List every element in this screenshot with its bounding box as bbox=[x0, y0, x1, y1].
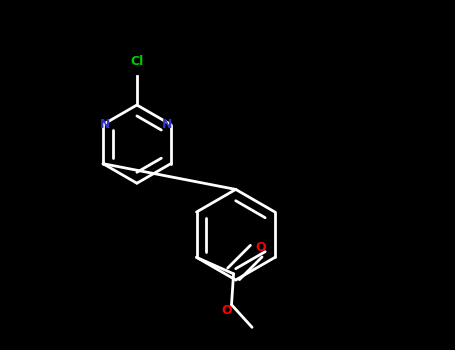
Text: O: O bbox=[256, 241, 267, 254]
Text: N: N bbox=[100, 118, 110, 131]
Text: Cl: Cl bbox=[130, 55, 143, 68]
Text: O: O bbox=[221, 304, 232, 317]
Text: N: N bbox=[162, 118, 173, 131]
